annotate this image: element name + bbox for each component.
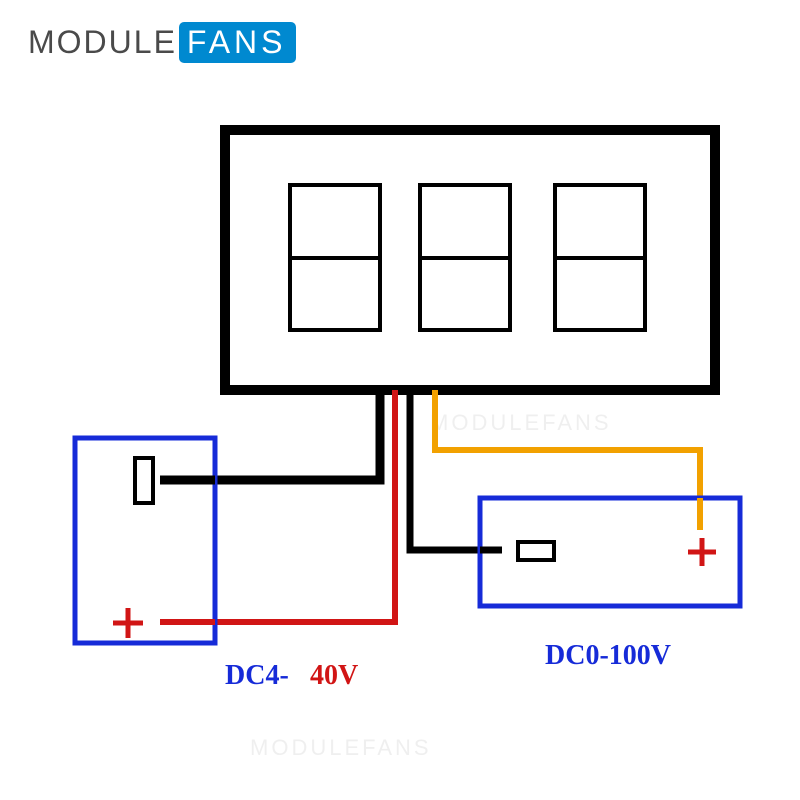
power-label-left: DC4- (225, 660, 289, 692)
wiring-diagram (0, 0, 800, 800)
measure-label: DC0-100V (545, 640, 671, 672)
power-label-right: 40V (310, 660, 358, 692)
